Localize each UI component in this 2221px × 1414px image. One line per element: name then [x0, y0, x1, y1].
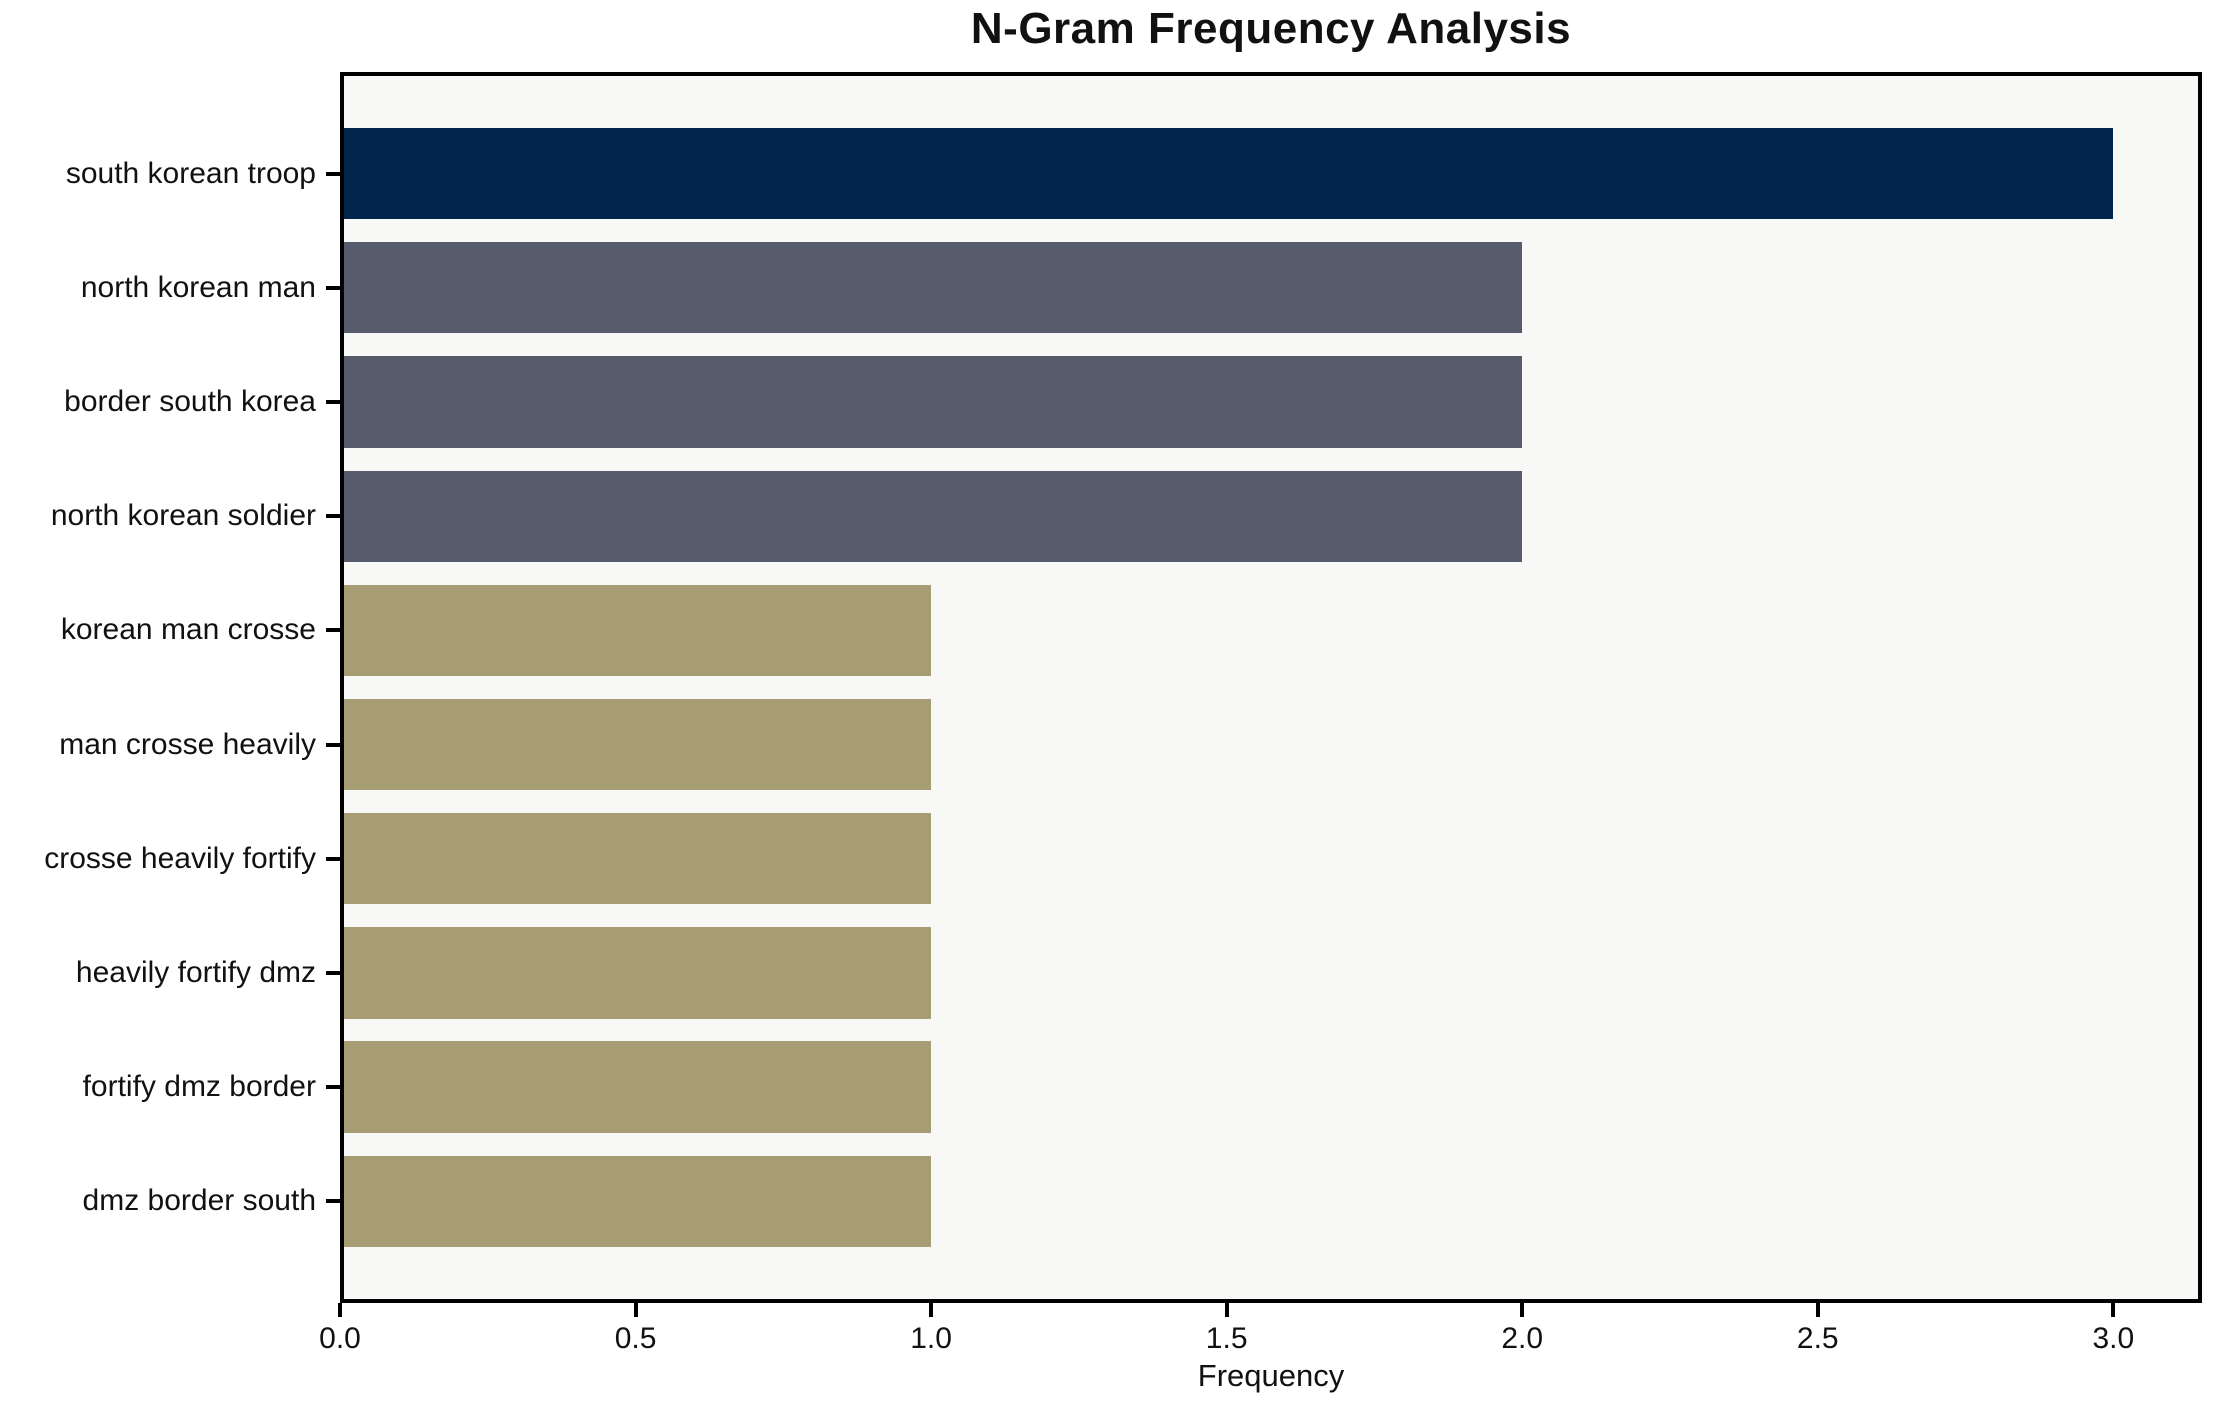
x-tick-label: 2.5: [1796, 1322, 1839, 1355]
y-axis-tick: [326, 285, 340, 290]
y-tick-label: fortify dmz border: [82, 1070, 316, 1104]
plot-area: [340, 72, 2202, 1303]
y-tick-label: border south korea: [64, 385, 316, 419]
x-tick-label: 1.5: [1205, 1322, 1248, 1355]
bar-north-korean-man: [340, 242, 1523, 334]
x-tick-label: 0.5: [614, 1322, 657, 1355]
x-axis-tick: [929, 1303, 934, 1317]
y-tick-label: man crosse heavily: [59, 727, 316, 761]
x-tick-label: 0.0: [319, 1322, 361, 1355]
y-axis-tick: [326, 1085, 340, 1090]
y-tick-label: north korean man: [80, 270, 316, 304]
bar-korean-man-crosse: [340, 584, 932, 677]
x-axis-tick: [1520, 1303, 1525, 1317]
bar-heavily-fortify-dmz: [340, 927, 932, 1019]
bar-north-korean-soldier: [340, 470, 1523, 562]
x-axis-tick: [2111, 1303, 2116, 1317]
x-axis-tick: [633, 1303, 638, 1317]
y-tick-label: south korean troop: [65, 156, 316, 190]
y-tick-label: dmz border south: [82, 1184, 316, 1218]
y-axis-tick: [326, 171, 340, 176]
y-axis-tick: [326, 400, 340, 405]
x-axis-label: Frequency: [1197, 1358, 1345, 1393]
chart-title: N-Gram Frequency Analysis: [970, 4, 1572, 53]
y-axis-tick: [326, 856, 340, 861]
x-tick-label: 2.0: [1501, 1322, 1544, 1355]
x-axis-tick: [1815, 1303, 1820, 1317]
y-axis-tick: [326, 1199, 340, 1204]
y-tick-label: korean man crosse: [60, 613, 316, 647]
bar-man-crosse-heavily: [340, 698, 932, 791]
bar-border-south-korea: [340, 356, 1523, 448]
y-tick-label: north korean soldier: [50, 499, 316, 533]
y-axis-tick: [326, 628, 340, 633]
bar-south-korean-troop: [340, 127, 2114, 220]
x-axis-tick: [1224, 1303, 1229, 1317]
y-axis-tick: [326, 514, 340, 519]
x-axis-tick: [338, 1303, 342, 1317]
y-tick-label: heavily fortify dmz: [75, 955, 316, 989]
x-tick-label: 3.0: [2092, 1322, 2135, 1355]
y-axis-tick: [326, 742, 340, 747]
y-axis-tick: [326, 970, 340, 975]
bar-crosse-heavily-fortify: [340, 813, 932, 905]
y-tick-label: crosse heavily fortify: [44, 841, 316, 875]
bar-dmz-border-south: [340, 1155, 932, 1248]
bar-fortify-dmz-border: [340, 1041, 932, 1133]
x-tick-label: 1.0: [910, 1322, 952, 1355]
